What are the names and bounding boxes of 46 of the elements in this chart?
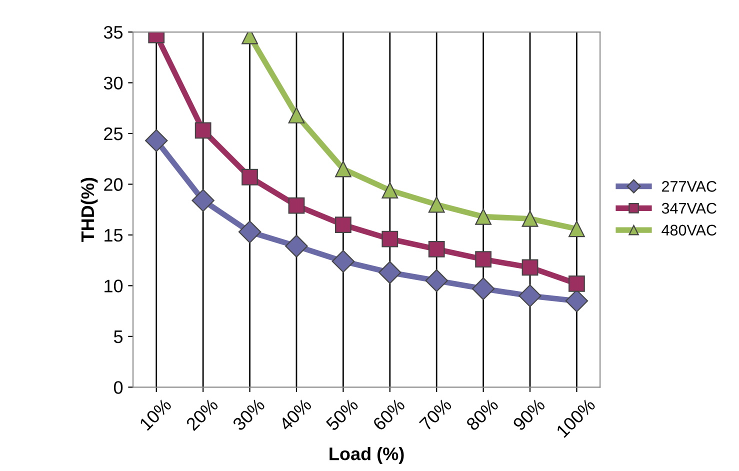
- point: [288, 107, 305, 124]
- point: [378, 261, 402, 284]
- legend-label: 347VAC: [662, 202, 716, 214]
- point: [382, 230, 398, 248]
- x-tick-label: 90%: [512, 398, 546, 432]
- point: [332, 250, 355, 273]
- y-axis-title: THD(%): [80, 178, 98, 242]
- point: [565, 290, 588, 312]
- point: [382, 182, 398, 199]
- point: [335, 216, 352, 234]
- x-tick-label: 40%: [278, 398, 312, 432]
- y-tick-label: 5: [114, 330, 123, 344]
- x-tick-label: 60%: [372, 398, 406, 432]
- legend-label: 277VAC: [662, 180, 716, 192]
- point: [335, 160, 352, 178]
- y-tick-label: 20: [104, 178, 123, 191]
- x-tick-label: 70%: [418, 398, 452, 432]
- point: [475, 251, 492, 268]
- y-tick-label: 30: [104, 76, 123, 90]
- point: [192, 189, 214, 212]
- point: [145, 129, 168, 152]
- y-tick-label: 0: [114, 381, 123, 394]
- legend-label: 480VAC: [662, 224, 716, 236]
- y-tick-label: 15: [104, 229, 123, 242]
- point: [472, 277, 495, 300]
- y-tick-label: 25: [104, 127, 123, 140]
- point: [428, 240, 445, 258]
- point: [518, 284, 542, 308]
- point: [568, 220, 585, 238]
- point: [285, 234, 308, 258]
- x-axis-title: Load (%): [330, 446, 404, 464]
- point: [428, 196, 445, 213]
- point: [568, 275, 585, 292]
- point: [475, 208, 492, 225]
- point: [242, 168, 258, 186]
- x-tick-label: 30%: [232, 398, 266, 432]
- point: [288, 197, 305, 214]
- point: [194, 122, 212, 139]
- y-tick-label: 35: [104, 26, 123, 39]
- point: [425, 269, 448, 292]
- point: [522, 259, 538, 276]
- x-tick-label: 80%: [465, 398, 500, 432]
- x-tick-label: 50%: [325, 398, 359, 432]
- point: [522, 210, 538, 227]
- y-tick-label: 10: [104, 280, 123, 292]
- point: [238, 220, 262, 244]
